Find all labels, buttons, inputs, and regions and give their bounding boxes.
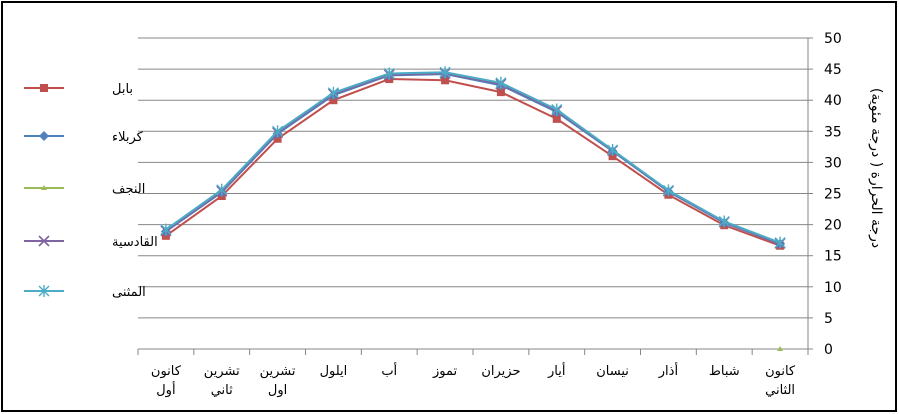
x-tick-label-line: تشرين bbox=[260, 364, 296, 379]
data-point bbox=[496, 88, 505, 97]
x-tick-label: حزيران bbox=[481, 364, 520, 379]
x-tick-label: أذار bbox=[658, 362, 678, 379]
x-tick-label-line: تموز bbox=[432, 364, 458, 379]
x-tick-label-line: ثاني bbox=[211, 383, 233, 398]
data-point bbox=[662, 184, 674, 197]
legend: بابل كربلاء النجف القادسية المثنى bbox=[24, 82, 158, 300]
series-line bbox=[165, 78, 781, 247]
x-tick-label: كانون الثاني bbox=[765, 364, 796, 398]
series-2 bbox=[777, 346, 784, 351]
y-tick-label: 50 bbox=[824, 31, 842, 47]
legend-item: كربلاء bbox=[24, 130, 144, 145]
x-tick-label: تشرين ثاني bbox=[204, 364, 240, 398]
x-tick-label: أيار bbox=[547, 362, 565, 379]
y-tick-label: 20 bbox=[824, 218, 842, 234]
x-tick-label: نيسان bbox=[596, 364, 629, 379]
x-tick-label: ايلول bbox=[320, 364, 348, 379]
data-point bbox=[607, 143, 619, 156]
x-tick-label-line: الثاني bbox=[765, 383, 795, 398]
data-point bbox=[551, 103, 563, 116]
legend-marker bbox=[38, 285, 50, 297]
x-tick-label-line: أول bbox=[156, 381, 175, 398]
x-tick-label-line: أذار bbox=[658, 362, 678, 379]
legend-label: النجف bbox=[112, 182, 145, 197]
x-tick-label: تموز bbox=[432, 364, 458, 379]
x-tick-label-line: حزيران bbox=[481, 364, 520, 379]
data-point bbox=[383, 67, 395, 80]
x-tick-label-line: كانون bbox=[765, 364, 796, 379]
data-point bbox=[777, 346, 784, 351]
data-point bbox=[160, 223, 172, 236]
x-tick-label-line: ايلول bbox=[320, 364, 348, 379]
data-point bbox=[439, 66, 451, 79]
y-tick-label: 25 bbox=[824, 187, 842, 203]
legend-marker bbox=[40, 84, 48, 92]
x-tick-label: تشرين اول bbox=[260, 364, 296, 398]
x-tick-label-line: أيار bbox=[547, 362, 565, 379]
x-tick-label: كانون أول bbox=[151, 364, 182, 398]
legend-marker bbox=[41, 185, 47, 190]
legend-item: المثنى bbox=[24, 285, 146, 300]
y-tick-label: 30 bbox=[824, 155, 842, 171]
y-tick-label: 45 bbox=[824, 62, 842, 78]
y-tick-label: 10 bbox=[824, 280, 842, 296]
data-point bbox=[718, 215, 730, 228]
y-tick-label: 35 bbox=[824, 124, 842, 140]
legend-label: كربلاء bbox=[112, 130, 144, 145]
x-tick-label: أب bbox=[381, 362, 397, 379]
x-tick-label-line: اول bbox=[268, 383, 287, 398]
series-group bbox=[160, 66, 786, 351]
y-tick-label: 15 bbox=[824, 249, 842, 265]
x-tick-label-line: أب bbox=[381, 362, 397, 379]
series-line bbox=[165, 71, 781, 244]
legend-item: النجف bbox=[24, 182, 145, 197]
x-tick-label: شباط bbox=[709, 364, 740, 379]
axes: 0 5 10 15 20 25 30 35 40 45 50 كانون الثاني شباط أذار ن… bbox=[137, 31, 842, 398]
data-point bbox=[216, 183, 228, 196]
y-tick-label: 40 bbox=[824, 93, 842, 109]
legend-item: القادسية bbox=[24, 235, 158, 250]
y-tick-label: 5 bbox=[824, 311, 833, 327]
x-tick-label-line: تشرين bbox=[204, 364, 240, 379]
data-point bbox=[495, 76, 507, 89]
series-4 bbox=[160, 66, 786, 249]
x-tick-label-line: نيسان bbox=[596, 364, 629, 379]
x-tick-label-line: شباط bbox=[709, 364, 740, 379]
legend-marker bbox=[38, 235, 50, 247]
data-point bbox=[441, 76, 450, 85]
legend-marker bbox=[39, 131, 49, 141]
legend-label: المثنى bbox=[112, 285, 146, 300]
data-point bbox=[327, 86, 339, 99]
legend-item: بابل bbox=[24, 82, 133, 97]
legend-label: القادسية bbox=[112, 235, 158, 250]
y-tick-label: 0 bbox=[824, 342, 833, 358]
data-point bbox=[774, 236, 786, 249]
data-point bbox=[552, 114, 561, 123]
data-point bbox=[272, 125, 284, 138]
y-axis-label: درجة الحرارة ( درجة مئوية) bbox=[868, 88, 884, 248]
x-tick-label-line: كانون bbox=[151, 364, 182, 379]
legend-label: بابل bbox=[112, 82, 133, 97]
